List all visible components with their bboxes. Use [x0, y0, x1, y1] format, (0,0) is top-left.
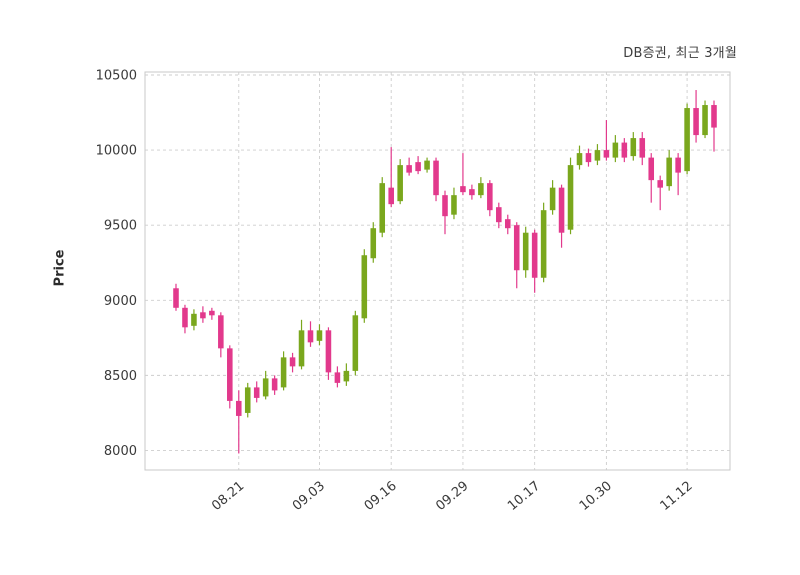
- candle-body-down: [496, 207, 502, 223]
- candle-body-down: [334, 372, 341, 383]
- candle-body-up: [370, 228, 377, 259]
- candle-body-down: [173, 288, 179, 308]
- x-tick-label: 10.17: [505, 479, 543, 514]
- candle-body-down: [200, 312, 206, 319]
- candle-body-down: [271, 378, 278, 391]
- candle-body-down: [621, 142, 628, 158]
- candle-body-down: [433, 160, 439, 196]
- candle-body-up: [666, 157, 672, 187]
- candle-body-up: [397, 165, 403, 202]
- x-tick-label: 09.03: [290, 479, 328, 514]
- candle-body-down: [513, 225, 520, 271]
- y-tick-label: 9000: [104, 294, 137, 309]
- candle-body-up: [352, 315, 359, 371]
- candle-body-up: [522, 232, 529, 271]
- candle-body-down: [289, 357, 296, 367]
- candle-body-down: [235, 400, 242, 416]
- candle-body-down: [603, 150, 610, 158]
- candle-body-down: [325, 330, 332, 373]
- candle-body-down: [487, 183, 493, 211]
- candle-body-down: [415, 162, 421, 172]
- candle-body-up: [549, 187, 556, 211]
- candle-body-down: [209, 310, 215, 316]
- candle-body-up: [280, 357, 287, 388]
- candle-body-down: [388, 187, 394, 205]
- candle-body-down: [648, 157, 655, 181]
- candle-body-down: [307, 330, 314, 343]
- y-tick-label: 9500: [104, 219, 137, 234]
- x-tick-label: 09.29: [433, 479, 471, 514]
- y-axis-title: Price: [52, 249, 68, 287]
- candle-body-up: [343, 370, 350, 382]
- candle-body-up: [576, 153, 583, 166]
- candle-body-down: [253, 387, 260, 398]
- candle-body-up: [594, 150, 601, 161]
- y-tick-label: 10500: [96, 69, 137, 84]
- candle-body-up: [262, 378, 269, 397]
- candle-body-up: [316, 330, 323, 341]
- candle-body-up: [478, 183, 484, 196]
- candle-body-down: [531, 232, 538, 278]
- candle-body-down: [182, 307, 188, 328]
- candle-body-up: [244, 387, 251, 413]
- candle-body-down: [585, 153, 592, 163]
- candle-body-down: [406, 165, 412, 173]
- candle-body-down: [460, 186, 466, 193]
- candle-body-up: [298, 330, 305, 367]
- candle-body-down: [558, 187, 565, 233]
- x-tick-label: 09.16: [362, 479, 400, 514]
- plot-area: [144, 71, 731, 471]
- candle-body-up: [702, 105, 708, 136]
- candle-body-down: [693, 108, 699, 136]
- candle-body-up: [612, 142, 619, 158]
- candle-body-up: [540, 210, 547, 278]
- candle-body-down: [639, 138, 646, 158]
- x-tick-label: 10.30: [577, 479, 615, 514]
- candle-body-down: [675, 157, 681, 173]
- candle-body-down: [218, 315, 224, 349]
- chart-title: DB증권, 최근 3개월: [623, 46, 737, 61]
- candle-body-down: [469, 189, 475, 196]
- candle-body-down: [711, 105, 717, 128]
- candle-body-up: [191, 313, 197, 326]
- candle-body-down: [504, 219, 511, 229]
- candle-body-down: [442, 195, 448, 217]
- candle-body-up: [684, 108, 690, 172]
- y-tick-label: 8500: [104, 369, 137, 384]
- x-tick-label: 08.21: [209, 479, 247, 514]
- candle-body-up: [379, 183, 386, 233]
- y-tick-label: 10000: [96, 144, 137, 159]
- candle-body-up: [567, 165, 574, 230]
- candle-body-up: [451, 195, 457, 215]
- candle-body-up: [361, 255, 368, 319]
- candle-body-up: [424, 160, 430, 170]
- candle-body-down: [657, 180, 663, 188]
- candle-body-up: [630, 138, 637, 157]
- x-tick-label: 11.12: [658, 479, 696, 514]
- candle-body-down: [227, 348, 233, 401]
- y-tick-label: 8000: [104, 444, 137, 459]
